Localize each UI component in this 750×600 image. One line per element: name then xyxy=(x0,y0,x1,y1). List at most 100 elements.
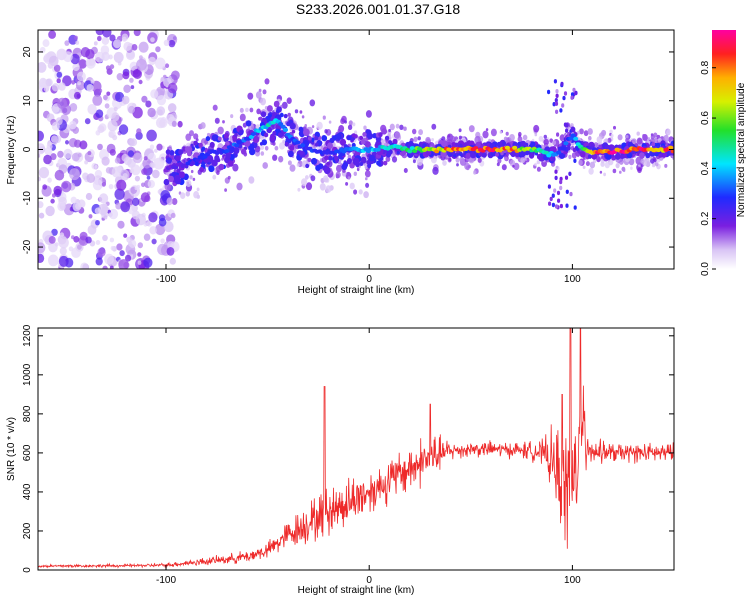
spectrogram-cell xyxy=(111,112,120,122)
spectrogram-cell xyxy=(145,100,152,108)
spectrogram-cell xyxy=(109,265,114,269)
spectrogram-cell xyxy=(569,191,573,197)
spectrogram-cell xyxy=(260,111,267,118)
spectrogram-cell xyxy=(570,92,575,97)
snr-plot-area xyxy=(38,328,674,570)
spectrogram-cell xyxy=(564,175,569,180)
spectrogram-cell xyxy=(573,158,577,163)
spectrogram-cell xyxy=(167,103,177,113)
spectrogram-cell xyxy=(134,175,140,182)
spectrogram-cell xyxy=(137,260,142,265)
spectrogram-cell xyxy=(132,68,142,79)
spectrogram-cell xyxy=(383,160,388,166)
spectrogram-cell xyxy=(553,188,557,193)
spectrogram-cell xyxy=(150,89,159,99)
spectrogram-cell xyxy=(239,107,244,113)
spectrogram-cell xyxy=(196,187,200,192)
spectrogram-cell xyxy=(69,103,78,112)
spectrogram-cell xyxy=(211,159,218,167)
y-tick-label: 10 xyxy=(22,95,33,107)
spectrogram-cell xyxy=(101,156,110,166)
spectrogram-cell xyxy=(117,220,125,229)
spectrogram-cell xyxy=(178,171,185,179)
spectrogram-cell xyxy=(84,160,88,165)
y-tick-label: 1000 xyxy=(22,363,33,386)
spectrogram-cell xyxy=(171,120,177,127)
spectrogram-cell xyxy=(201,146,206,151)
y-tick-label: 0 xyxy=(22,146,33,152)
spectrogram-cell xyxy=(381,128,388,135)
spectrogram-cell xyxy=(352,122,356,127)
spectrogram-cells xyxy=(38,30,674,269)
spectrogram-cell xyxy=(156,95,167,106)
spectrogram-cell xyxy=(342,161,349,168)
colorbar-tick-label: 0.6 xyxy=(700,111,711,125)
spectrogram-cell xyxy=(316,121,323,130)
spectrogram-cell xyxy=(123,84,131,94)
spectrogram-cell xyxy=(549,196,553,202)
spectrogram-cell xyxy=(548,201,552,206)
spectrogram-cell xyxy=(97,35,102,42)
spectrogram-cell xyxy=(556,132,560,137)
spectrogram-cell xyxy=(61,104,72,115)
spectrogram-cell xyxy=(45,205,55,217)
spectrogram-cell xyxy=(261,139,268,146)
spectrogram-cell xyxy=(232,163,239,172)
spectrogram-cell xyxy=(365,182,370,188)
spectrogram-cell xyxy=(547,89,551,95)
spectrogram-cell xyxy=(216,170,220,175)
spectrogram-cell xyxy=(396,150,400,155)
spectrogram-cell xyxy=(77,244,82,250)
spectrogram-cell xyxy=(609,129,613,134)
spectrogram-cell xyxy=(120,201,131,213)
spectrogram-cell xyxy=(146,129,157,142)
spectrogram-cell xyxy=(38,166,50,179)
spectrogram-cell xyxy=(388,140,393,145)
spectrogram-cell xyxy=(241,148,247,155)
spectrogram-cell xyxy=(125,254,132,262)
spectrogram-cell xyxy=(324,155,329,161)
spectrogram-cell xyxy=(184,146,190,152)
spectrogram-cell xyxy=(639,152,645,159)
spectrogram-cell xyxy=(512,164,515,168)
spectrogram-cell xyxy=(598,144,602,149)
spectrogram-cell xyxy=(538,135,544,142)
spectrogram-cell xyxy=(296,163,300,167)
spectrogram-cell xyxy=(137,242,143,249)
spectrogram-ridge-cell xyxy=(407,149,413,154)
spectrogram-cell xyxy=(325,185,332,193)
spectrogram-cell xyxy=(289,164,296,172)
spectrogram-cell xyxy=(346,135,352,141)
spectrogram-cell xyxy=(425,136,431,144)
spectrogram-cell xyxy=(73,91,81,100)
spectrogram-cell xyxy=(57,150,64,158)
spectrogram-cell xyxy=(143,233,151,241)
snr-y-ticks: 0 200 400 600 800 1000 1200 xyxy=(22,324,674,573)
spectrogram-cell xyxy=(530,141,536,148)
spectrogram-cell xyxy=(163,178,170,186)
spectrogram-cell xyxy=(349,162,355,169)
spectrogram-cell xyxy=(72,62,80,72)
spectrogram-cell xyxy=(79,140,88,150)
spectrogram-cell xyxy=(208,165,215,173)
spectrogram-cell xyxy=(617,144,622,149)
spectrogram-cell xyxy=(115,202,122,210)
spectrogram-cell xyxy=(390,154,394,158)
spectrogram-cell xyxy=(412,159,416,164)
spectrogram-cell xyxy=(315,165,321,171)
spectrogram-cell xyxy=(593,142,599,149)
spectrogram-cell xyxy=(109,149,116,156)
spectrogram-cell xyxy=(417,136,421,141)
spectrogram-cell xyxy=(160,238,165,244)
spectrogram-cell xyxy=(458,135,462,140)
spectrogram-cell xyxy=(278,155,284,163)
spectrogram-ridge-cell xyxy=(295,140,301,145)
spectrogram-cell xyxy=(94,207,101,215)
spectrogram-cell xyxy=(90,79,95,84)
spectrogram-cell xyxy=(323,166,331,175)
spectrogram-cell xyxy=(206,132,211,138)
spectrogram-cell xyxy=(413,136,418,142)
spectrogram-cell xyxy=(399,124,404,130)
spectrogram-cell xyxy=(87,104,97,115)
spectrogram-cell xyxy=(199,166,205,173)
